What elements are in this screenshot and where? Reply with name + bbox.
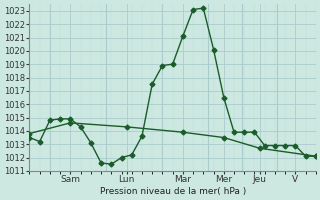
X-axis label: Pression niveau de la mer( hPa ): Pression niveau de la mer( hPa ) bbox=[100, 187, 246, 196]
